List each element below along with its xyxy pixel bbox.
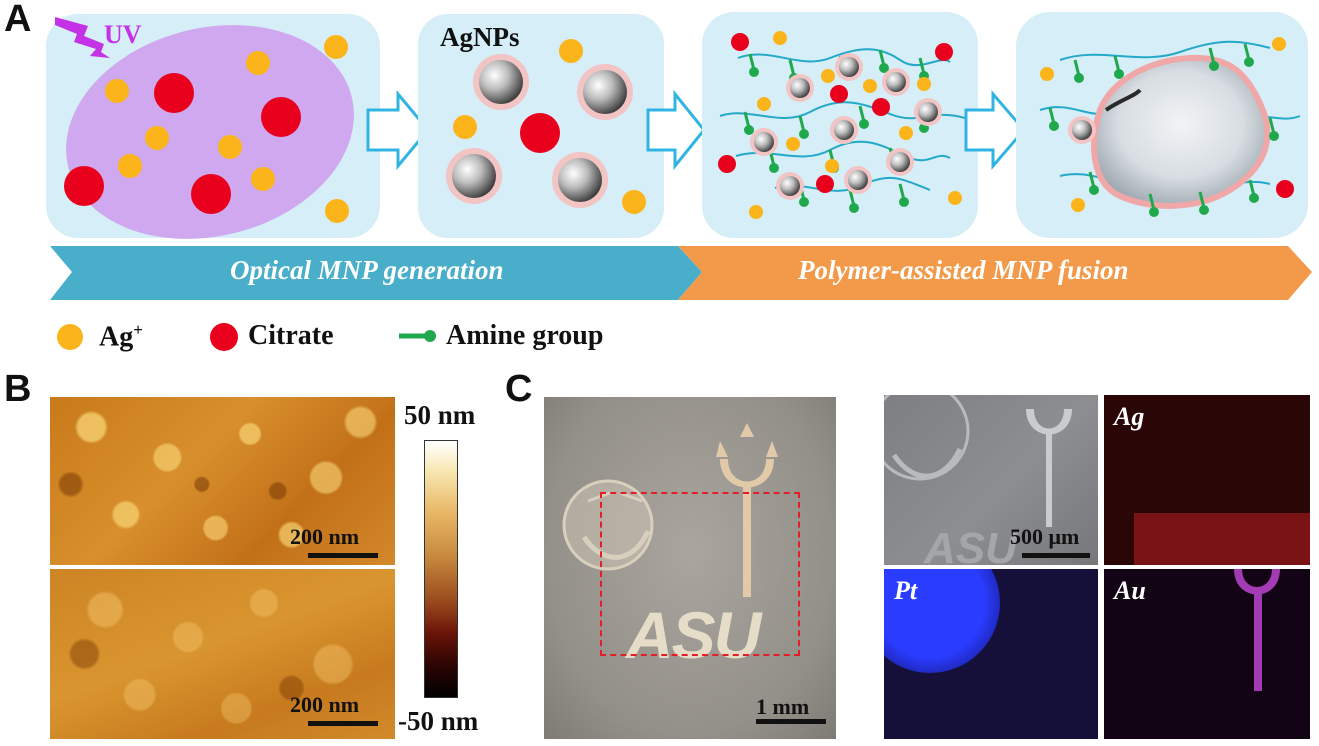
panel-label-a: A [4,0,32,40]
colorbar-min-label: -50 nm [398,706,479,736]
ag-ion-dots [105,35,349,223]
panel-label-c: C [505,368,533,410]
afm-image-bottom [50,569,395,739]
sample-photo: ASU [544,397,836,739]
citrate-legend-icon [210,323,238,351]
eds-map-pt-label: Pt [894,576,918,605]
fused-silver-film [1091,54,1271,209]
sem-image: ASU [884,395,1098,565]
stage-box-3 [702,12,978,238]
legend-citrate-label: Citrate [248,320,334,351]
legend-ag-ion-label: Ag+ [99,320,143,353]
amine-groups [1048,43,1279,217]
agnps-label: AgNPs [440,22,520,52]
banner-stage-2-label: Polymer-assisted MNP fusion [798,255,1129,285]
eds-region-marker [600,492,800,656]
arrow-icon [964,89,1026,171]
asu-logo-pattern: ASU [626,598,761,672]
citrate-dots [64,73,301,214]
afm-colorbar [424,440,458,698]
panel-label-b: B [4,368,32,410]
uv-label: UV [104,20,142,49]
arrow-icon [366,89,430,171]
ag-signal-region [1134,513,1310,565]
sem-scale-label: 500 μm [1010,524,1080,549]
devil-logo-pattern [562,479,654,571]
banner-stage-2 [678,246,1312,300]
agnp-particles [446,54,633,208]
eds-map-ag-label: Ag [1114,402,1145,431]
stage-box-1 [46,14,380,239]
trident-logo-pattern [716,423,778,597]
banner-stage-1-label: Optical MNP generation [230,255,504,285]
photo-scale-label: 1 mm [756,694,810,719]
afm-top-scale-bar [308,553,378,558]
afm-image-top [50,397,395,565]
colorbar-max-label: 50 nm [404,400,476,430]
solution-region [66,25,354,239]
ag-ion-legend-icon [57,324,83,350]
eds-map-au [1104,569,1310,739]
banner-stage-1 [50,246,702,300]
eds-map-ag [1104,395,1310,565]
eds-map-pt [884,569,1098,739]
afm-bottom-scale-bar [308,721,378,726]
sem-scale-bar [1022,553,1090,558]
legend-amine-label: Amine group [446,320,604,351]
afm-top-scale-label: 200 nm [290,524,360,549]
agnp-particles [750,53,942,200]
schematic-diagram [46,12,1312,351]
arrow-icon [646,89,706,171]
stage-box-2 [418,14,664,238]
eds-map-au-label: Au [1114,576,1146,605]
stage-box-4 [1016,12,1308,238]
uv-lightning-icon [55,17,110,58]
amine-legend-icon [399,330,436,342]
svg-text:ASU: ASU [923,524,1018,565]
photo-scale-bar [756,719,826,724]
afm-bottom-scale-label: 200 nm [290,692,360,717]
